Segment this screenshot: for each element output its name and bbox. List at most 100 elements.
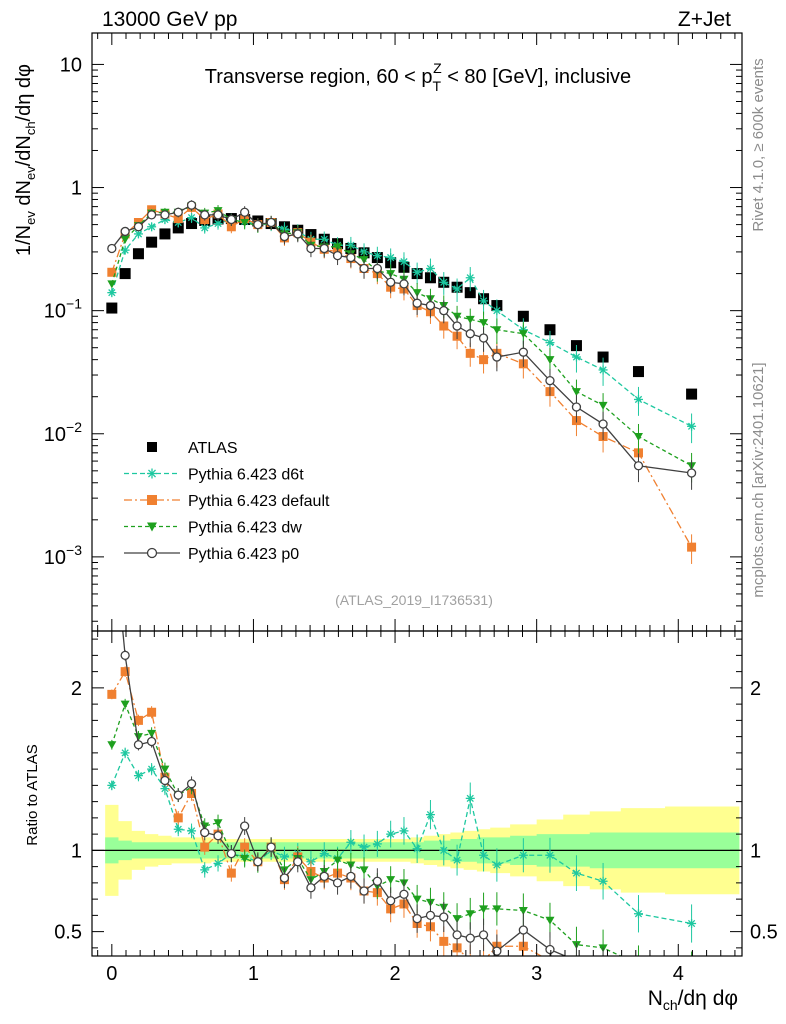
data-point [266,842,276,852]
data-point [240,821,250,831]
data-point [108,513,116,521]
marker-stroke [634,910,643,918]
data-point [372,251,382,261]
data-point [545,356,555,365]
data-point [107,741,117,750]
data-point [633,909,643,919]
marker-stroke [572,353,581,361]
data-point [466,956,475,965]
ratio-y-tick-label-right: 1 [750,840,761,862]
data-point [386,829,396,839]
data-point [319,849,329,859]
data-point [399,257,409,267]
marker-stroke [400,258,408,266]
data-point [545,338,555,348]
data-point [240,855,250,863]
x-axis-label: Nch/dη dφ [648,987,738,1013]
marker-stroke [440,846,448,855]
data-point [187,826,197,836]
data-point [147,729,157,738]
data-point [133,229,143,239]
marker-stroke [373,251,381,260]
y-tick-label-base: 10 [44,424,66,446]
data-point [107,780,117,790]
data-point [200,827,210,838]
data-point [132,248,144,260]
data-point [452,284,462,294]
top-panel-frame [91,32,743,632]
data-point [632,366,644,378]
marker-stroke [347,838,355,846]
data-point [634,961,643,969]
marker-stroke [519,851,527,859]
data-point [412,289,422,298]
ratio-y-tick-label: 0.5 [54,922,82,944]
ratio-y-tick-label: 2 [71,678,82,700]
data-point [492,306,502,316]
marker-stroke [426,264,435,273]
data-point [213,858,223,868]
data-point [173,813,183,823]
data-point [425,910,436,921]
marker-stroke [108,781,116,790]
data-point [478,333,489,343]
marker-stroke [121,246,129,254]
data-point [439,912,449,922]
marker-stroke [440,278,448,286]
y-tick-label-exp: −3 [66,542,82,558]
marker-stroke [546,338,554,347]
data-point [240,219,250,228]
marker-stroke [493,861,501,869]
data-point [492,352,502,362]
data-point [425,300,436,311]
marker-stroke [687,422,696,430]
data-point [107,288,117,298]
data-point [346,837,356,847]
top-series-atlas [106,213,698,400]
marker-stroke [187,827,196,835]
data-point [518,850,528,860]
data-point [266,217,276,228]
data-point [452,855,462,865]
legend-marker [147,495,157,505]
data-point [571,402,582,412]
data-point [492,905,502,914]
data-point [465,273,475,283]
data-point [412,298,422,308]
marker-stroke [201,224,209,232]
x-tick-label: 2 [389,963,400,985]
data-point [439,936,449,946]
marker-stroke [161,784,169,793]
ratio-y-axis-label: Ratio to ATLAS [24,744,41,845]
data-point [599,962,607,970]
x-tick-label: 1 [248,963,259,985]
data-point [226,222,236,232]
data-point [518,330,528,339]
marker-stroke [174,825,182,833]
data-point [226,214,236,225]
data-point [439,321,449,331]
marker-stroke [400,827,408,835]
data-point [119,268,131,280]
data-point [159,228,171,240]
data-point [545,916,555,925]
x-tick-label: 3 [531,963,542,985]
marker-stroke [546,851,554,859]
data-point [226,848,236,859]
legend-entry: Pythia 6.423 dw [124,520,302,537]
data-point [464,287,476,299]
data-point [599,971,608,980]
data-point [425,263,435,273]
data-point [571,388,581,397]
data-point [120,700,130,709]
legend-marker [147,442,157,452]
data-point [146,236,158,248]
marker-stroke [387,253,395,262]
data-point [213,210,223,220]
marker-stroke [147,223,156,231]
data-point [133,733,143,742]
data-point [687,542,697,552]
marker-stroke [147,765,156,773]
data-point [465,933,475,943]
marker-stroke [347,241,355,249]
